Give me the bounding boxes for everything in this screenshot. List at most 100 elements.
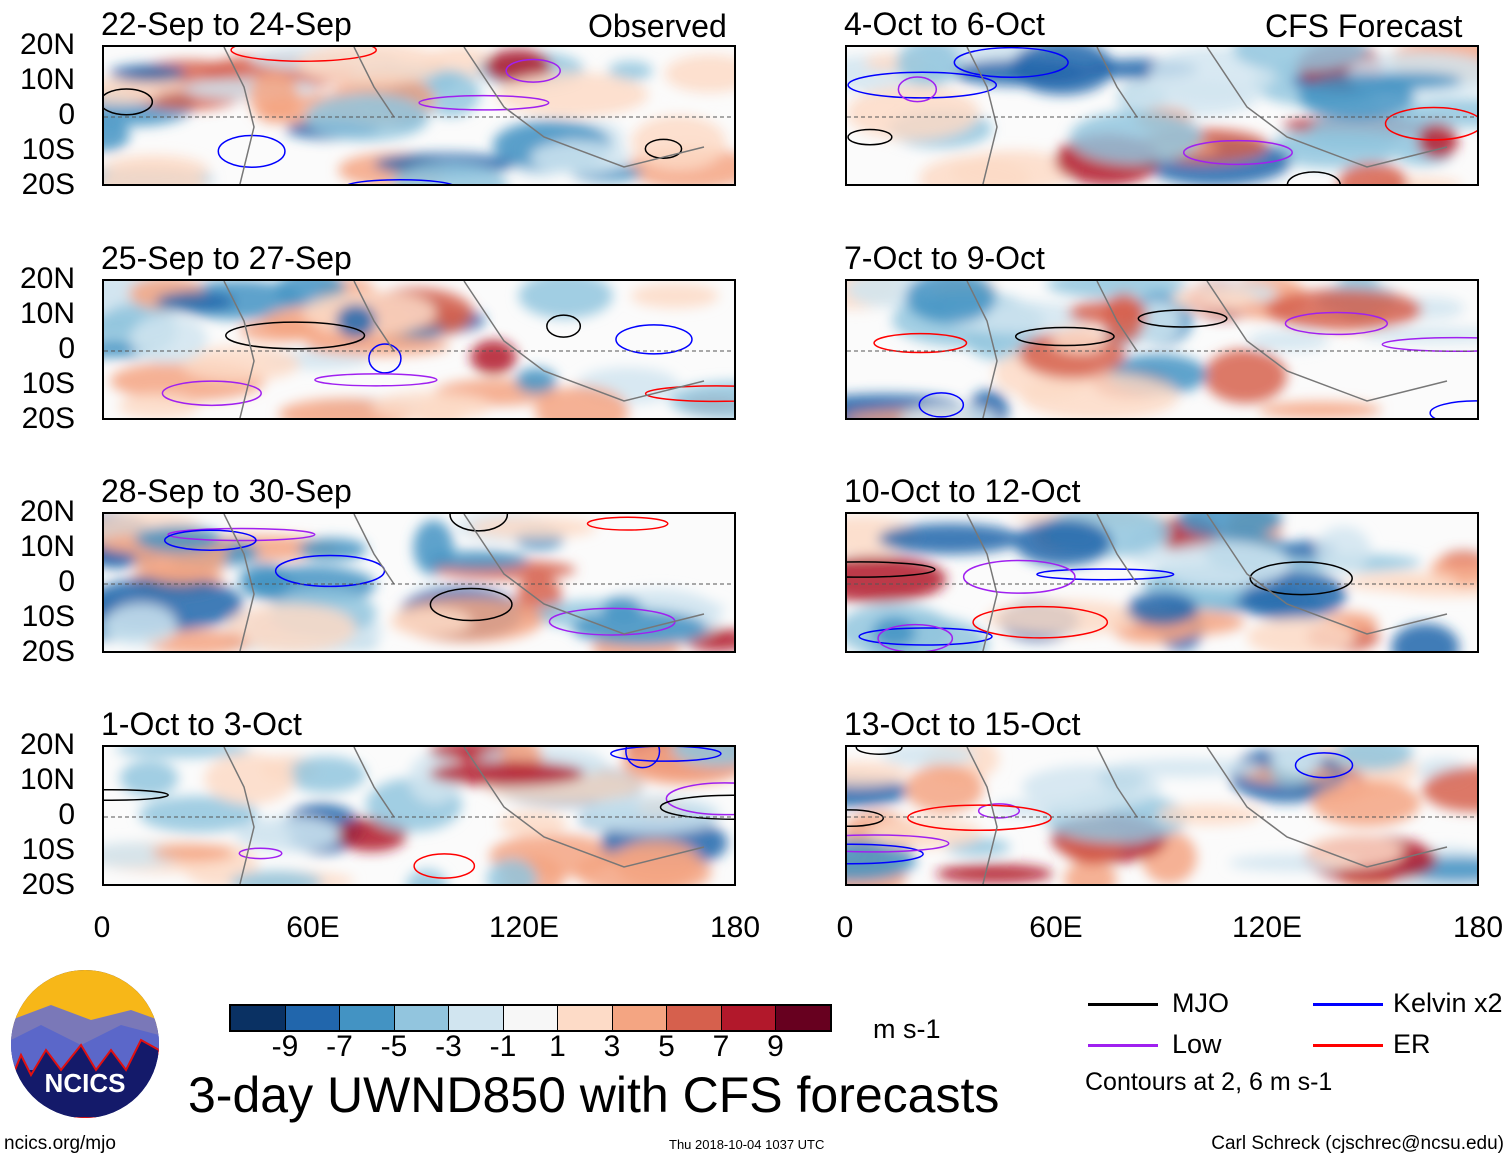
wind-anomaly-blob [1422,767,1477,812]
wind-anomaly-blob [847,839,917,882]
panel-title: 25-Sep to 27-Sep [101,240,352,276]
colorbar-swatch [503,1006,558,1030]
wind-anomaly-blob [180,345,301,382]
wind-anomaly-blob [498,810,567,837]
wind-anomaly-blob [286,756,366,793]
panel-title: 7-Oct to 9-Oct [844,240,1045,276]
contour-line [962,559,1076,594]
wind-anomaly-blob [155,291,235,312]
wind-anomaly-blob [905,764,984,813]
y-tick-label: 10N [19,297,75,330]
contour-line [167,527,316,542]
contour-line [615,324,693,355]
contour-line [847,128,893,146]
wind-anomaly-blob [391,161,508,184]
wind-anomaly-blob [469,516,597,539]
wind-anomaly-blob [1126,591,1198,626]
x-tick-label: 120E [488,911,560,944]
contour-line [665,782,734,816]
contour-note: Contours at 2, 6 m s-1 [1085,1068,1333,1096]
contour-line [644,138,683,159]
wind-anomaly-blob [669,381,734,418]
x-tick-label: 0 [93,911,111,944]
wind-anomaly-blob [109,64,186,82]
y-tick-label: 20S [21,868,75,901]
colorbar-units: m s-1 [873,1014,941,1044]
contour-line [858,627,993,646]
contour-line [413,853,476,879]
footer-url[interactable]: ncics.org/mjo [4,1133,116,1154]
panel-title: 28-Sep to 30-Sep [101,473,352,509]
x-tick-label: 180 [709,911,761,944]
contour-line [625,747,661,769]
wind-anomaly-blob [1011,47,1114,95]
wind-anomaly-blob [847,85,980,141]
wind-anomaly-blob [104,603,178,647]
footer-author: Carl Schreck (cjschrec@ncsu.edu) [1211,1133,1504,1154]
wind-anomaly-blob [935,864,1054,884]
y-tick-label: 0 [58,98,75,131]
wind-anomaly-blob [115,747,251,758]
contour-line [238,847,283,860]
wind-anomaly-blob [1051,326,1107,354]
y-tick-label: 0 [58,332,75,365]
panel-title: 1-Oct to 3-Oct [101,706,302,742]
contour-line [1286,171,1341,184]
logo-text: NCICS [44,1068,126,1098]
wind-anomaly-blob [1020,372,1179,418]
map-panel [102,745,736,886]
contour-line [161,380,262,407]
legend-line-kelvin [1313,1003,1383,1006]
legend-kelvin: Kelvin x2 [1393,988,1503,1018]
wind-anomaly-blob [297,538,367,561]
wind-anomaly-blob [1334,747,1414,771]
legend-line-er [1313,1044,1383,1047]
wind-anomaly-blob [1069,110,1203,164]
wind-anomaly-blob [470,339,517,375]
colorbar-label: -7 [326,1030,353,1063]
contour-line [230,47,377,62]
wind-anomaly-blob [1391,623,1460,651]
y-tick-label: 20N [19,262,75,295]
wind-anomaly-blob [249,72,299,124]
x-tick-label: 0 [836,911,854,944]
wind-anomaly-blob [134,525,223,553]
y-tick-label: 20N [19,495,75,528]
legend-er: ER [1393,1029,1431,1059]
colorbar-swatch [231,1006,286,1030]
panel-title: 22-Sep to 24-Sep [101,6,352,42]
y-tick-label: 20S [21,635,75,668]
figure-title: 3-day UWND850 with CFS forecasts [188,1067,1000,1123]
wind-anomaly-blob [427,550,529,570]
coastline [223,514,705,651]
colorbar-swatch [449,1006,504,1030]
contour-line [546,314,582,338]
wind-anomaly-blob [1315,526,1371,574]
legend-line-low [1088,1044,1158,1047]
coastline [223,281,705,418]
contour-line [897,76,938,103]
wind-anomaly-blob [529,140,631,175]
colorbar-label: -9 [271,1030,299,1063]
wind-anomaly-blob [297,47,446,86]
wind-anomaly-blob [204,753,296,805]
wind-anomaly-blob [867,817,983,849]
legend-mjo: MJO [1172,988,1229,1018]
coastline [966,281,1448,418]
contour-line [225,321,366,350]
wind-anomaly-blob [371,391,492,418]
colorbar-label: -3 [435,1030,462,1063]
wind-anomaly-blob [1298,73,1415,120]
panel-title: 4-Oct to 6-Oct [844,6,1045,42]
wind-anomaly-blob [582,794,721,834]
contour-line [972,605,1109,639]
contour-line [1014,326,1115,347]
contour-line [847,561,936,578]
colorbar-label: 1 [549,1030,566,1063]
contour-line [586,516,669,531]
wind-anomaly-blob [486,858,538,884]
map-panel [102,512,736,653]
contour-line [429,587,513,622]
colorbar-swatch [612,1006,667,1030]
